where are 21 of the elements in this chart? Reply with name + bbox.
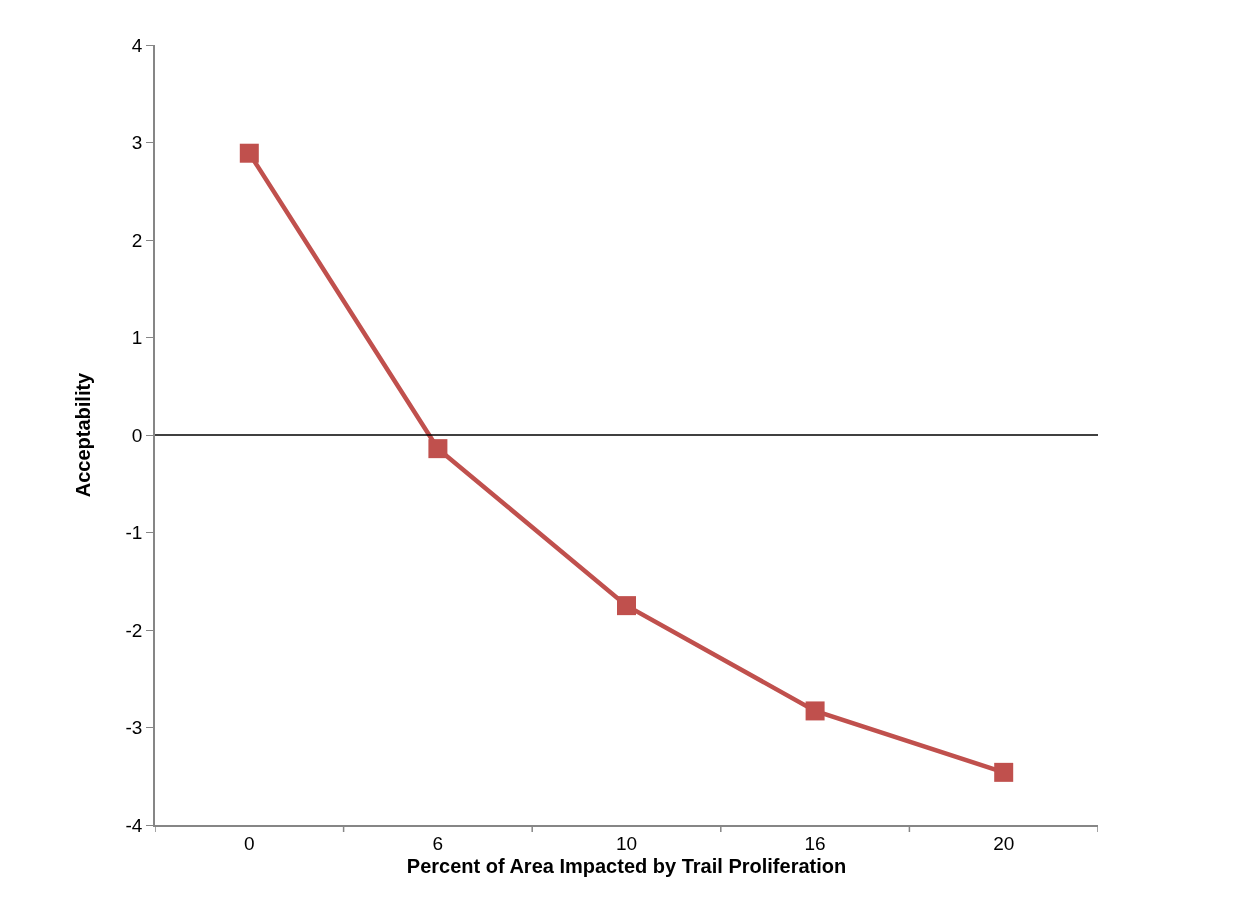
point <box>805 701 825 721</box>
x-tick-label: 20 <box>993 832 1015 854</box>
y-tick-label: 1 <box>131 327 143 349</box>
y-tick-label: 2 <box>131 229 143 251</box>
y-tick-label: -1 <box>125 522 143 544</box>
x-tick-label: 6 <box>432 832 444 854</box>
x-tick-label: 10 <box>615 832 638 854</box>
point <box>428 439 448 459</box>
y-tick-label: 3 <box>131 132 143 154</box>
x-axis-title: Percent of Area Impacted by Trail Proliferation <box>406 854 847 877</box>
y-tick-label: 0 <box>131 424 143 446</box>
y-tick-label: -3 <box>125 717 143 739</box>
x-tick-label: 16 <box>804 832 826 854</box>
x-tick-label: 0 <box>244 832 255 854</box>
point <box>617 596 636 616</box>
point <box>994 762 1014 782</box>
point <box>239 143 259 163</box>
y-tick-label: -4 <box>125 814 143 836</box>
y-tick-label: 4 <box>131 34 143 56</box>
y-axis-title: Acceptability <box>71 371 94 498</box>
y-tick-label: -2 <box>125 619 143 641</box>
